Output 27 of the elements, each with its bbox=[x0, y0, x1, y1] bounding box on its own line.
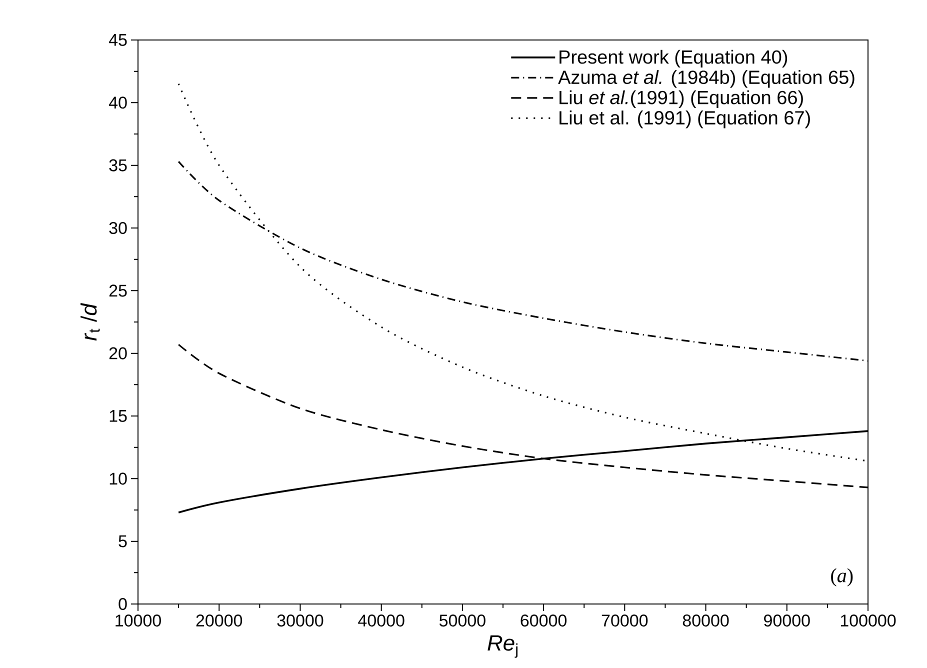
legend-label: Liu et al.(1991) (Equation 66) bbox=[560, 90, 803, 108]
x-tick-label: 100000 bbox=[840, 614, 896, 627]
legend-label: Azuma et al. (1984b) (Equation 65) bbox=[558, 70, 854, 88]
y-tick-label: 35 bbox=[109, 159, 127, 172]
legend-label: Present work (Equation 40) bbox=[560, 50, 788, 68]
legend-label: Liu et al. (1991) (Equation 67) bbox=[560, 110, 810, 128]
y-tick-label: 20 bbox=[109, 347, 127, 360]
x-tick-label: 90000 bbox=[764, 614, 810, 627]
x-tick-label: 50000 bbox=[440, 614, 486, 627]
y-tick-label: 15 bbox=[110, 410, 127, 422]
x-tick-label: 10000 bbox=[116, 614, 161, 627]
x-tick-label: 80000 bbox=[682, 614, 729, 627]
x-tick-label: 40000 bbox=[358, 614, 404, 627]
x-tick-label: 20000 bbox=[196, 614, 242, 627]
y-tick-label: 40 bbox=[108, 96, 127, 109]
annotation: (a) bbox=[831, 568, 853, 586]
y-tick-label: 5 bbox=[118, 535, 127, 548]
y-tick-label: 45 bbox=[108, 34, 127, 46]
y-axis-title: r$_{t}$ /d bbox=[80, 303, 100, 341]
y-tick-label: 0 bbox=[118, 598, 127, 610]
y-tick-label: 10 bbox=[110, 472, 127, 485]
x-axis-title: Re$_{j}$ bbox=[488, 635, 518, 658]
y-tick-label: 30 bbox=[109, 222, 127, 234]
x-tick-label: 60000 bbox=[520, 614, 567, 627]
x-tick-label: 30000 bbox=[277, 614, 324, 627]
y-tick-label: 25 bbox=[109, 284, 127, 297]
x-tick-label: 70000 bbox=[602, 614, 648, 627]
